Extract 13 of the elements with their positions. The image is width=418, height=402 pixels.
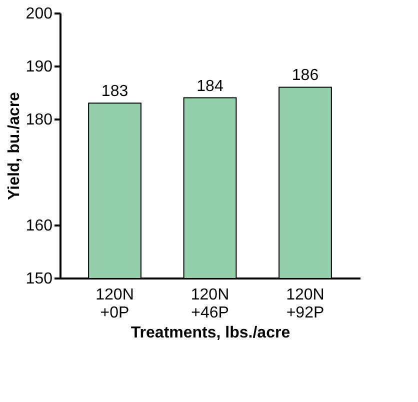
y-axis-title: Yield, bu./acre [6, 92, 23, 200]
y-tick-label: 150 [26, 270, 53, 288]
data-label: 186 [292, 67, 319, 84]
y-tick-label: 180 [26, 112, 53, 128]
data-label: 183 [101, 83, 128, 100]
x-tick-label: 120N +92P [286, 286, 324, 322]
y-tick-label: 190 [26, 58, 53, 76]
x-tick-label: 120N +0P [96, 286, 134, 322]
x-axis-title: Treatments, lbs./acre [130, 324, 290, 342]
y-tick-label: 160 [26, 218, 53, 234]
data-label: 184 [196, 78, 224, 95]
y-tick-label: 200 [26, 6, 53, 22]
x-tick-label: 120N +46P [190, 286, 230, 322]
